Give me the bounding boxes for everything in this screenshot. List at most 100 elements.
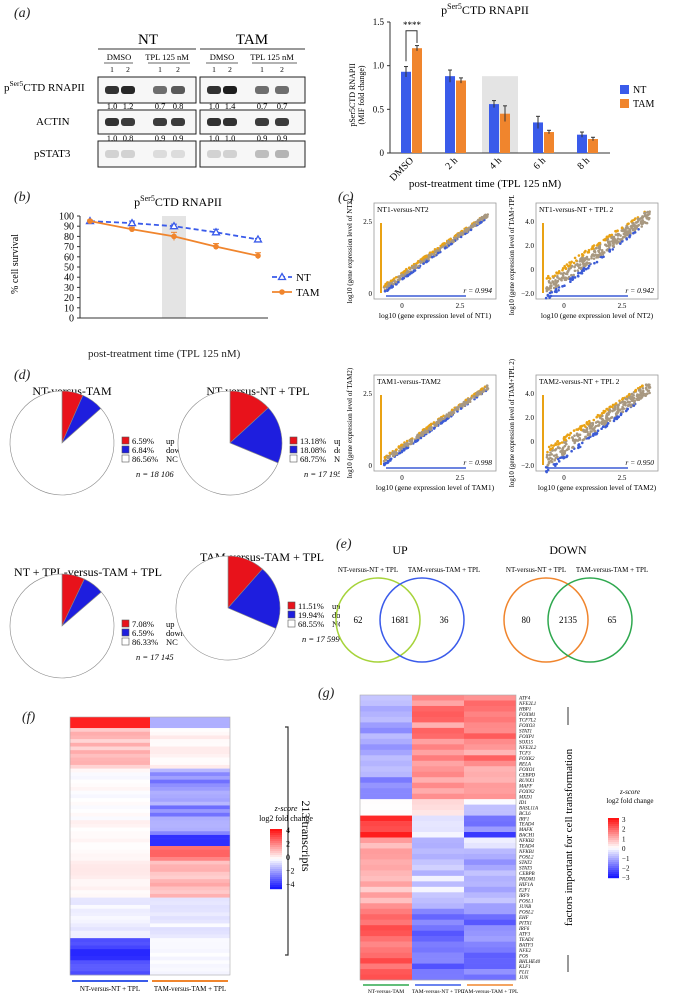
- scatter-point: [482, 215, 486, 219]
- scatter-point: [588, 433, 592, 437]
- y-tick-label: 80: [64, 232, 74, 243]
- heatmap-g-cell: [412, 793, 464, 800]
- heatmap-f-cell: [70, 853, 150, 858]
- pie-legend-name: down: [166, 445, 186, 455]
- scatter-point: [615, 242, 618, 245]
- gene-label: TCF3: [519, 751, 531, 756]
- scatter-point: [545, 455, 549, 459]
- heatmap-f-cell: [150, 849, 230, 854]
- scatter-point: [620, 226, 624, 230]
- blot-band: [153, 150, 167, 158]
- heatmap-g-cell: [360, 826, 412, 833]
- scatter-point: [545, 466, 549, 469]
- scatter-point: [582, 438, 586, 441]
- scatter-point: [593, 429, 596, 433]
- scatter-point: [549, 282, 552, 285]
- scatter-ylabel: log10 (gene expression level of TAM+TPL …: [508, 358, 516, 487]
- scatter-point: [409, 271, 413, 274]
- heatmap-g-cell: [412, 881, 464, 888]
- heatmap-f-cell: [70, 919, 150, 924]
- scatter-point: [647, 386, 651, 389]
- scatter-point: [563, 435, 566, 439]
- heatmap-f-cell: [70, 945, 150, 950]
- scatter-point: [594, 421, 598, 424]
- scatter-point: [449, 242, 453, 246]
- scatter-point: [644, 213, 647, 217]
- blot-quant: 1.0: [107, 101, 118, 111]
- title-rest: CTD RNAPII: [155, 195, 222, 209]
- scatter-point: [591, 245, 594, 248]
- scatter-point: [639, 222, 643, 225]
- legend-title: log2 fold change: [606, 797, 653, 805]
- heatmap-g-cell: [360, 875, 412, 882]
- scatter-point: [595, 256, 598, 259]
- legend-gradient: [270, 829, 282, 832]
- scatter-point: [573, 434, 576, 437]
- heatmap-g-cell: [464, 930, 516, 937]
- scatter-xtick: 0: [562, 474, 566, 482]
- heatmap-g-cell: [360, 848, 412, 855]
- blot-band: [121, 86, 135, 94]
- scatter-point: [639, 391, 642, 394]
- bar-TAM-8 h: [588, 139, 598, 153]
- heatmap-g-cell: [464, 777, 516, 783]
- heatmap-g-cell: [360, 755, 412, 762]
- scatter-point: [646, 210, 649, 214]
- heatmap-f-cell: [150, 834, 230, 839]
- scatter-ylabel: log10 (gene expression level of TAM2): [346, 367, 354, 478]
- pie-legend-swatch: [121, 445, 130, 454]
- heatmap-g-cell: [412, 733, 464, 740]
- heatmap-f-cell: [150, 857, 230, 862]
- heatmap-g-cell: [464, 727, 516, 734]
- scatter-plot-2: NT1-versus-NT + TPL 2 r = 0.942 4.0 2.0 0 −2.…: [508, 195, 659, 320]
- scatter-point: [389, 279, 393, 283]
- scatter-xtick: 0: [400, 474, 404, 482]
- scatter-point: [550, 457, 554, 461]
- scatter-point: [383, 462, 387, 466]
- heatmap-f-cell: [70, 820, 150, 825]
- heatmap-f-cell: [150, 746, 230, 751]
- blot-row-label-actin: ACTIN: [36, 116, 70, 128]
- legend-swatch-NT: [620, 85, 629, 94]
- scatter-point: [545, 453, 549, 457]
- scatter-point: [553, 458, 556, 462]
- legend-gradient: [270, 875, 282, 878]
- scatter-point: [648, 391, 651, 395]
- panel-label-e: (e): [336, 537, 352, 552]
- scatter-point: [603, 238, 607, 241]
- scatter-point: [407, 270, 411, 274]
- pie-3: NT + TPL-versus-TAM + TPL 7.08% up 6.59% dow…: [9, 565, 186, 679]
- heatmap-f-cell: [150, 742, 230, 747]
- scatter-point: [550, 453, 554, 456]
- scatter-point: [600, 250, 604, 254]
- row-label-sup: Ser5: [10, 79, 24, 88]
- scatter-point: [548, 291, 552, 295]
- scatter-point: [599, 416, 602, 420]
- legend-gradient: [608, 824, 619, 827]
- x-tick-label: 2 h: [121, 320, 138, 322]
- blot-group-nt: NT: [138, 32, 158, 48]
- scatter-point: [437, 249, 441, 252]
- blot-quant: 0.9: [155, 133, 166, 143]
- heatmap-f-cell: [70, 779, 150, 784]
- scatter-point: [573, 269, 577, 273]
- scatter-point: [570, 273, 573, 277]
- scatter-point: [427, 257, 430, 261]
- blot-quant: 1.0: [209, 101, 220, 111]
- heatmap-f-cell: [150, 757, 230, 762]
- heatmap-f-cell: [70, 849, 150, 854]
- scatter-point: [392, 282, 395, 286]
- heatmap-f-col-label: NT-versus-NT + TPL: [80, 985, 140, 993]
- scatter-point: [648, 383, 651, 387]
- legend-gradient: [608, 872, 619, 875]
- scatter-point: [624, 397, 627, 401]
- heatmap-g-cell: [360, 897, 412, 904]
- heatmap-g-cell: [360, 722, 412, 729]
- venn-both: 2135: [559, 615, 578, 625]
- scatter-point: [415, 435, 418, 439]
- heatmap-f-cell: [150, 724, 230, 729]
- scatter-point: [545, 289, 549, 293]
- scatter-point: [625, 225, 629, 228]
